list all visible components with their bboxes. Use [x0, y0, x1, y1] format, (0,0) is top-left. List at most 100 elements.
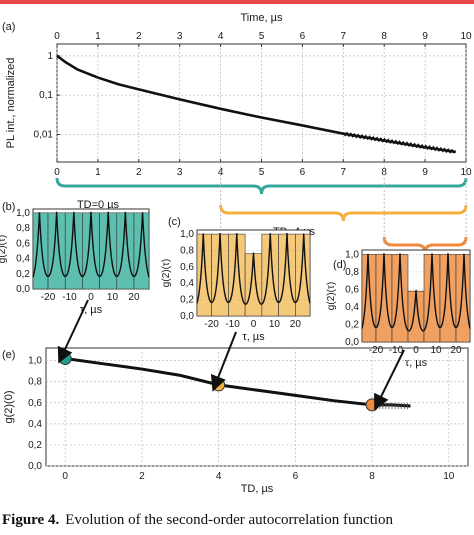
arrow — [57, 299, 89, 364]
panel-label-a: (a) — [2, 21, 15, 33]
tick-label-x: 8 — [381, 167, 387, 178]
tick-label-x: 2 — [139, 471, 145, 482]
tick-label-x: 20 — [290, 319, 302, 330]
tick-label-y: 0,2 — [345, 319, 359, 330]
tick-label-y: 1,0 — [16, 208, 30, 219]
tick-label-y: 1,0 — [180, 229, 194, 240]
tick-label-x: 0 — [251, 319, 257, 330]
tick-label-x-top: 2 — [136, 31, 142, 42]
tick-label-x: 10 — [107, 292, 119, 303]
tick-label-x-top: 0 — [54, 31, 60, 42]
tick-label-y: 0,4 — [180, 278, 194, 289]
tick-label-y: 1,0 — [28, 356, 42, 367]
arrows — [57, 299, 405, 411]
panel-c: -20 -10 0 10 20 0,0 0,2 0,4 0,6 0,8 1,0 τ, µs g(2)(τ… — [161, 216, 311, 343]
tick-label-x-top: 8 — [381, 31, 387, 42]
tick-label-x-top: 6 — [300, 31, 306, 42]
tick-label-x-top: 7 — [341, 31, 347, 42]
tick-label-x: -20 — [369, 345, 384, 356]
correlation-curve — [361, 253, 471, 332]
tick-label-x: 20 — [450, 345, 462, 356]
tick-label-x-top: 1 — [95, 31, 101, 42]
tick-label-x: 20 — [128, 292, 140, 303]
tick-label-y: 0,0 — [16, 284, 30, 295]
tick-label-x: 10 — [443, 471, 455, 482]
tick-label-x: 4 — [216, 471, 222, 482]
tick-label-y: 0,4 — [16, 254, 30, 265]
tick-label-y: 1 — [47, 51, 53, 62]
tick-label-x-top: 5 — [259, 31, 265, 42]
g2-curve — [64, 357, 411, 408]
arrow — [374, 349, 405, 411]
tick-label-y: 0,01 — [34, 130, 54, 141]
plot-frame-e — [45, 347, 469, 467]
tick-label-y: 0,8 — [345, 267, 359, 278]
tick-label-x: -20 — [204, 319, 219, 330]
tick-label-y: 0,2 — [180, 295, 194, 306]
axis-title-y: g(2)(τ) — [326, 282, 337, 310]
panel-a: 0 1 2 3 4 5 6 7 8 9 100 1 2 3 4 5 6 7 8 9 1010,10,01(a)Time,… — [2, 12, 472, 178]
tick-label-x: 4 — [218, 167, 224, 178]
tick-label-x: 8 — [369, 471, 375, 482]
panel-e: 0 2 4 6 8 10 0,0 0,2 0,4 0,6 0,8 1,0 (e) TD, µs g(2)(0… — [2, 347, 469, 495]
tick-label-x: 0 — [54, 167, 60, 178]
tick-label-x: 7 — [341, 167, 347, 178]
tick-label-x: 6 — [293, 471, 299, 482]
tick-label-x: 6 — [300, 167, 306, 178]
axis-title-x: τ, µs — [242, 331, 265, 343]
tick-label-y: 0,6 — [16, 238, 30, 249]
tick-label-y: 0,6 — [28, 398, 42, 409]
tick-label-y: 0,4 — [345, 302, 359, 313]
tick-label-y: 1,0 — [345, 249, 359, 260]
tick-label-y: 0,1 — [39, 90, 53, 101]
tick-label-x-top: 9 — [422, 31, 428, 42]
tick-label-y: 0,6 — [345, 284, 359, 295]
panel-b: -20 -10 0 10 200,00,20,40,60,81,0τ, µsg(2)(τ… — [0, 201, 150, 316]
bracket-td4 — [219, 204, 468, 222]
panel-label: (d) — [333, 259, 346, 271]
tick-label-y: 0,0 — [28, 461, 42, 472]
tick-label-y: 0,6 — [180, 262, 194, 273]
tick-label-x: 0 — [62, 471, 68, 482]
tick-label-y: 0,8 — [180, 245, 194, 256]
tick-label-x: 5 — [259, 167, 265, 178]
tick-label-y: 0,0 — [180, 311, 194, 322]
tick-label-x: 10 — [460, 167, 472, 178]
decay-curve-tail — [342, 131, 455, 154]
axis-title-x: Time, µs — [241, 12, 283, 24]
tick-label-x: -20 — [41, 292, 56, 303]
caption-label: Figure 4. — [2, 512, 60, 528]
tick-label-x-top: 10 — [460, 31, 472, 42]
axis-title-x: τ, µs — [405, 357, 428, 369]
tick-label-y: 0,0 — [345, 337, 359, 348]
tick-label-y: 0,8 — [16, 223, 30, 234]
arrow — [210, 331, 237, 392]
axis-title-y: PL int., normalized — [5, 58, 17, 149]
tick-label-x: 10 — [430, 345, 442, 356]
tick-label-x: 2 — [136, 167, 142, 178]
tick-label-x: -10 — [389, 345, 404, 356]
caption-text: Evolution of the second-order autocorrel… — [65, 512, 394, 528]
figure-caption: Figure 4. Evolution of the second-order a… — [2, 512, 472, 534]
correlation-curve — [196, 232, 311, 305]
tick-label-x: 3 — [177, 167, 183, 178]
tick-label-x: -10 — [225, 319, 240, 330]
panel-label: (b) — [2, 201, 15, 213]
tick-label-x: -10 — [62, 292, 77, 303]
tick-label-x: 0 — [88, 292, 94, 303]
top-accent-bar — [0, 0, 474, 4]
panel-label-e: (e) — [2, 349, 15, 361]
tick-label-y: 0,2 — [28, 440, 42, 451]
figure: 0 1 2 3 4 5 6 7 8 9 100 1 2 3 4 5 6 7 8 9 1010,10,01(a)Time,… — [0, 12, 472, 495]
tick-label-x: 9 — [422, 167, 428, 178]
tick-label-x: 1 — [95, 167, 101, 178]
axis-title-y: g(2)(τ) — [0, 235, 8, 263]
tick-label-y: 0,8 — [28, 377, 42, 388]
tick-label-x-top: 3 — [177, 31, 183, 42]
bracket-td0-label: TD=0 µs — [77, 199, 120, 211]
tick-label-x: 0 — [413, 345, 419, 356]
axis-title-y: g(2)(0) — [3, 390, 15, 423]
panel-label: (c) — [168, 216, 181, 228]
panel-d: -20 -10 0 10 20 0,0 0,2 0,4 0,6 0,8 1,0 τ, µs g(2)(τ… — [326, 249, 471, 369]
bracket-td0 — [55, 177, 468, 195]
